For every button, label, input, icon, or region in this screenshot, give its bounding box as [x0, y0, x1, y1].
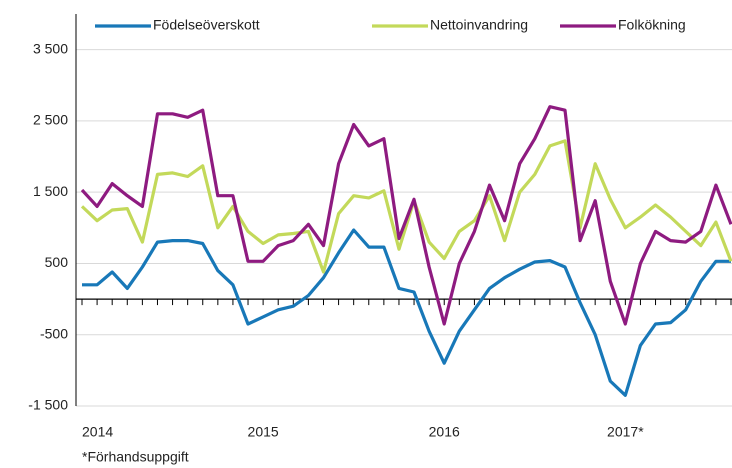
- series-line: [82, 228, 731, 397]
- legend-label: Folkökning: [618, 17, 686, 33]
- legend-label: Nettoinvandring: [430, 17, 528, 33]
- y-tick-label: 2 500: [33, 112, 68, 128]
- series-line: [80, 105, 732, 326]
- x-tick-label: 2014: [82, 424, 113, 440]
- y-tick-label: 3 500: [33, 40, 68, 56]
- x-tick-label: 2016: [429, 424, 460, 440]
- y-tick-label: -1 500: [28, 397, 68, 413]
- x-tick-label: 2015: [248, 424, 279, 440]
- y-tick-label: 500: [45, 254, 69, 270]
- legend-label: Födelseöverskott: [153, 17, 260, 33]
- series-line: [80, 139, 732, 274]
- footnote: *Förhandsuppgift: [82, 449, 189, 465]
- x-tick-label: 2017*: [607, 424, 644, 440]
- y-tick-label: 1 500: [33, 183, 68, 199]
- y-tick-label: -500: [40, 325, 68, 341]
